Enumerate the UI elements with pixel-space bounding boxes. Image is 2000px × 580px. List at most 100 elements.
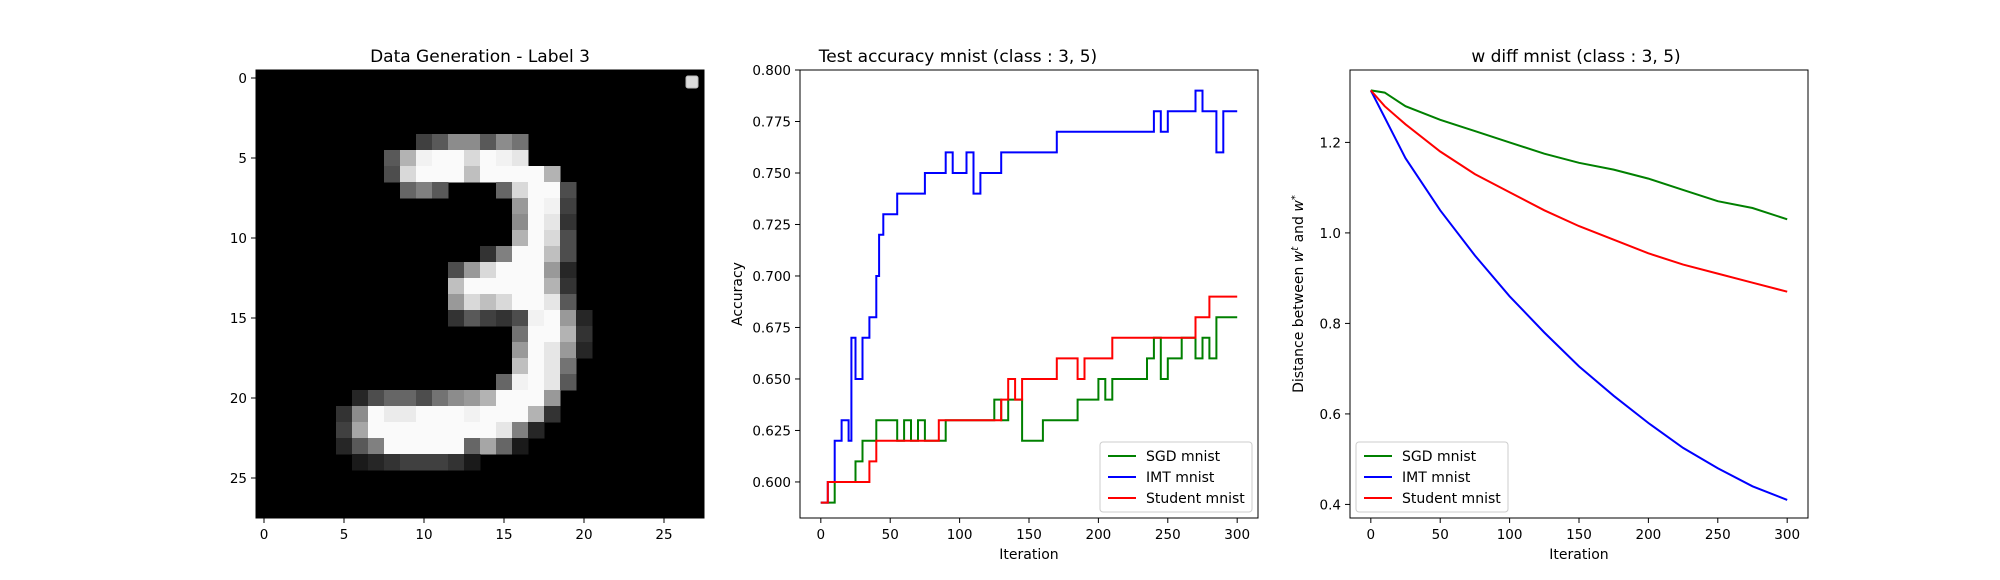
x-tick-label: 250 <box>1155 527 1181 543</box>
y-tick-label: 5 <box>238 151 247 167</box>
image-pixel <box>416 166 433 183</box>
image-pixel <box>432 422 449 439</box>
image-pixel <box>432 438 449 455</box>
image-pixel <box>560 294 577 311</box>
wdiff-y-label: Distance between wt and w* <box>1290 195 1307 393</box>
image-pixel <box>480 150 497 167</box>
image-pixel <box>560 214 577 231</box>
panel-image: Data Generation - Label 3 0 5 10 15 20 25 0 5 1… <box>230 47 705 543</box>
accuracy-x-label: Iteration <box>999 547 1058 563</box>
image-pixel <box>544 198 561 215</box>
y-tick-label: 10 <box>230 231 247 247</box>
image-pixel <box>448 310 465 327</box>
image-pixel <box>432 150 449 167</box>
image-pixel <box>512 374 529 391</box>
image-pixel <box>528 310 545 327</box>
image-pixel <box>560 246 577 263</box>
image-pixel <box>544 182 561 199</box>
x-tick-label: 150 <box>1016 527 1042 543</box>
image-pixel <box>336 438 353 455</box>
image-pixel <box>496 262 513 279</box>
image-pixel <box>544 278 561 295</box>
accuracy-title: Test accuracy mnist (class : 3, 5) <box>818 47 1097 67</box>
y-tick-label: 0.650 <box>752 372 791 388</box>
image-pixel <box>544 214 561 231</box>
image-pixel <box>384 438 401 455</box>
image-pixel <box>384 150 401 167</box>
image-pixel <box>464 150 481 167</box>
x-tick-label: 15 <box>495 527 512 543</box>
image-pixel <box>352 422 369 439</box>
image-pixel <box>352 390 369 407</box>
image-pixel <box>544 310 561 327</box>
x-tick-label: 50 <box>882 527 899 543</box>
image-pixel <box>352 454 369 471</box>
image-pixel <box>400 182 417 199</box>
image-pixel <box>576 342 593 359</box>
image-pixel <box>496 166 513 183</box>
image-pixel <box>512 358 529 375</box>
image-pixel <box>480 310 497 327</box>
image-pixel <box>448 278 465 295</box>
image-pixel <box>496 374 513 391</box>
image-pixel <box>544 406 561 423</box>
image-pixel <box>512 214 529 231</box>
image-pixel <box>416 438 433 455</box>
image-pixel <box>480 438 497 455</box>
image-pixel <box>544 230 561 247</box>
image-pixel <box>496 294 513 311</box>
image-pixel <box>464 438 481 455</box>
image-pixel <box>496 182 513 199</box>
y-tick-label: 20 <box>230 391 247 407</box>
image-pixel <box>464 422 481 439</box>
y-tick-label: 0.600 <box>752 475 791 491</box>
wdiff-x-ticks: 0 50 100 150 200 250 300 <box>1367 518 1800 543</box>
image-pixel <box>416 134 433 151</box>
wdiff-title: w diff mnist (class : 3, 5) <box>1471 47 1680 67</box>
image-pixel <box>400 166 417 183</box>
image-pixel <box>576 310 593 327</box>
accuracy-legend-label-student: Student mnist <box>1146 491 1245 507</box>
image-pixel <box>560 310 577 327</box>
image-pixel <box>496 390 513 407</box>
x-tick-label: 0 <box>817 527 826 543</box>
accuracy-x-ticks: 0 50 100 150 200 250 300 <box>817 518 1250 543</box>
image-pixel <box>400 454 417 471</box>
y-tick-label: 25 <box>230 471 247 487</box>
x-tick-label: 200 <box>1636 527 1662 543</box>
image-pixel <box>480 262 497 279</box>
image-pixel <box>432 182 449 199</box>
wdiff-x-label: Iteration <box>1549 547 1608 563</box>
image-pixel <box>496 422 513 439</box>
image-pixel <box>528 262 545 279</box>
series-line-imt-mnist <box>820 89 1238 504</box>
y-tick-label: 0.6 <box>1320 407 1341 423</box>
image-pixel <box>432 454 449 471</box>
image-pixel <box>512 246 529 263</box>
y-tick-label: 0.775 <box>752 114 791 130</box>
image-pixel <box>352 438 369 455</box>
image-pixel <box>448 262 465 279</box>
wdiff-lines <box>1369 89 1788 501</box>
image-pixel <box>384 166 401 183</box>
image-pixel <box>496 438 513 455</box>
image-pixel <box>512 438 529 455</box>
image-pixel <box>544 374 561 391</box>
y-tick-label: 0.675 <box>752 320 791 336</box>
y-tick-label: 0.4 <box>1320 497 1341 513</box>
panel-accuracy: Test accuracy mnist (class : 3, 5) 0 50 10… <box>730 47 1259 563</box>
image-pixel <box>448 150 465 167</box>
image-pixel <box>480 166 497 183</box>
image-pixel <box>464 310 481 327</box>
image-pixel <box>512 390 529 407</box>
x-tick-label: 300 <box>1224 527 1250 543</box>
image-pixel <box>448 134 465 151</box>
image-pixel <box>368 406 385 423</box>
x-tick-label: 250 <box>1705 527 1731 543</box>
image-pixel <box>432 390 449 407</box>
accuracy-legend: SGD mnist IMT mnist Student mnist <box>1099 441 1253 513</box>
image-pixel <box>512 230 529 247</box>
image-pixel <box>544 358 561 375</box>
image-frame <box>255 69 705 519</box>
